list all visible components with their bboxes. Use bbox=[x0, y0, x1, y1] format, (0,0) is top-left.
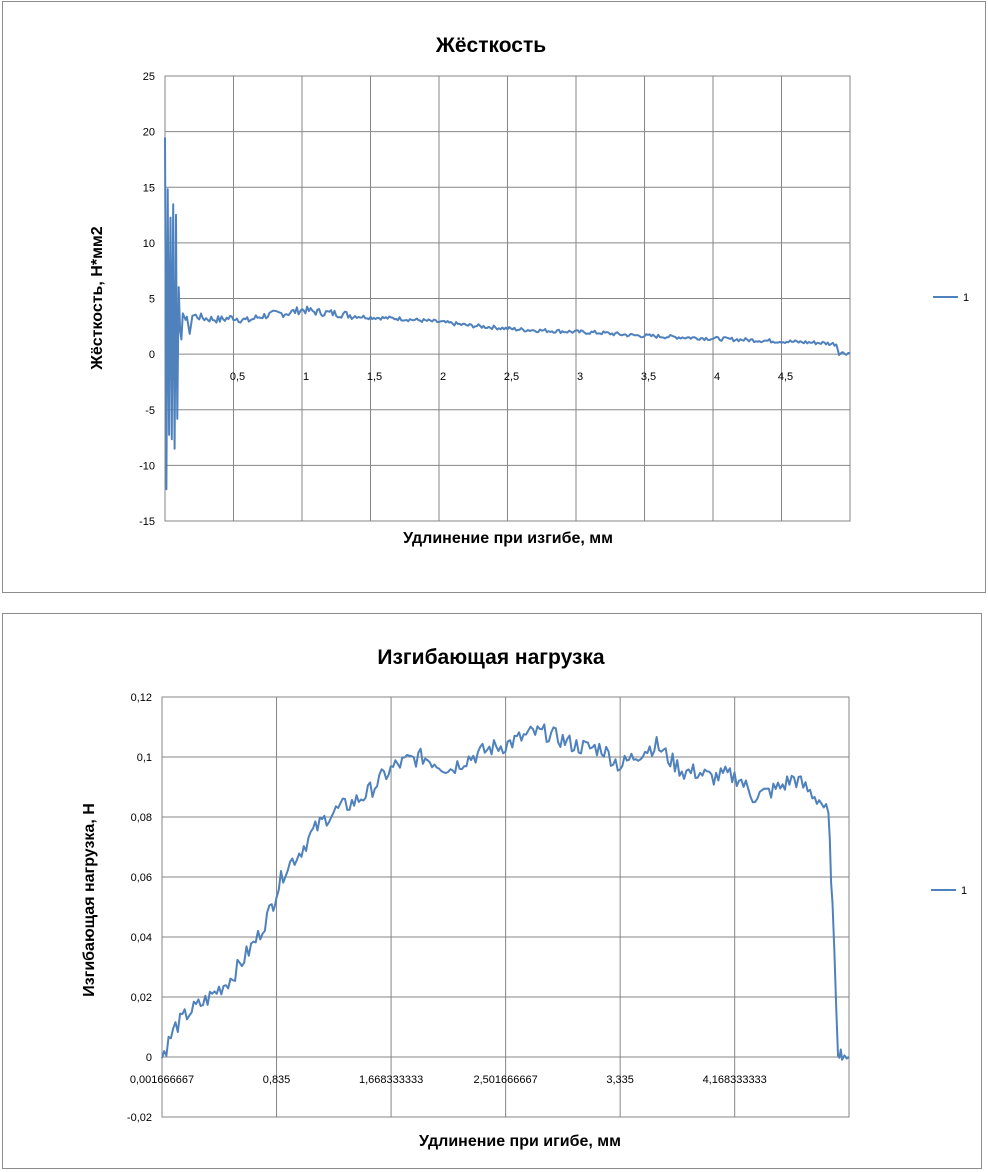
x-tick-label: 4 bbox=[714, 371, 720, 383]
x-tick-label: 1 bbox=[303, 371, 309, 383]
x-tick-label: 4,168333333 bbox=[703, 1074, 767, 1086]
series-group bbox=[164, 137, 850, 491]
x-tick-label: 0,5 bbox=[230, 371, 245, 383]
y-tick-label: -0,02 bbox=[127, 1112, 152, 1124]
gridlines bbox=[161, 696, 849, 1118]
y-tick-label: 5 bbox=[149, 294, 155, 306]
x-tick-label: 2,501666667 bbox=[473, 1074, 537, 1086]
chart-title: Изгибающая нагрузка bbox=[377, 646, 605, 669]
legend: 1 bbox=[931, 885, 967, 897]
y-tick-label: 0,02 bbox=[131, 992, 152, 1004]
x-tick-label: 1,668333333 bbox=[359, 1074, 423, 1086]
legend-label: 1 bbox=[963, 292, 969, 304]
series-group bbox=[161, 723, 850, 1061]
y-tick-label: 0,1 bbox=[137, 752, 152, 764]
y-tick-label: -15 bbox=[139, 516, 155, 528]
x-tick-label: 1,5 bbox=[367, 371, 382, 383]
chart-title: Жёсткость bbox=[435, 34, 546, 57]
x-tick-label: 3,5 bbox=[641, 371, 656, 383]
y-tick-label: 0,04 bbox=[131, 932, 152, 944]
legend-label: 1 bbox=[961, 885, 967, 897]
y-axis-label: Изгибающая нагрузка, Н bbox=[81, 803, 98, 997]
x-axis-label: Удлинение при игибе, мм bbox=[419, 1133, 621, 1150]
x-tick-label: 2 bbox=[440, 371, 446, 383]
x-tick-label: 0,835 bbox=[263, 1074, 291, 1086]
y-tick-labels: -15 -10 -5 0 5 10 15 20 25 bbox=[139, 71, 155, 528]
y-tick-label: 0,12 bbox=[131, 692, 152, 704]
y-axis-label: Жёсткость, Н*мм2 bbox=[89, 226, 106, 370]
y-tick-label: 25 bbox=[143, 71, 155, 83]
gridlines bbox=[164, 75, 850, 522]
x-tick-label: 3,335 bbox=[606, 1074, 634, 1086]
x-tick-label: 2,5 bbox=[504, 371, 519, 383]
x-tick-label: 0,001666667 bbox=[130, 1074, 194, 1086]
y-tick-label: -5 bbox=[145, 405, 155, 417]
y-tick-label: -10 bbox=[139, 460, 155, 472]
chart-bending-load: 0,001666667 0,835 1,668333333 2,501666667 3,… bbox=[81, 646, 967, 1150]
y-tick-label: 10 bbox=[143, 238, 155, 250]
y-tick-label: 0 bbox=[149, 349, 155, 361]
y-tick-label: 20 bbox=[143, 127, 155, 139]
x-tick-labels: 0,001666667 0,835 1,668333333 2,501666667 3,… bbox=[130, 1074, 767, 1086]
y-tick-label: 0,06 bbox=[131, 872, 152, 884]
legend: 1 bbox=[933, 292, 969, 304]
y-tick-labels: -0,02 0 0,02 0,04 0,06 0,08 0,1 0,12 bbox=[127, 692, 152, 1124]
series-line-1 bbox=[161, 723, 850, 1061]
x-axis-label: Удлинение при изгибе, мм bbox=[403, 530, 613, 547]
y-tick-label: 0 bbox=[146, 1052, 152, 1064]
x-tick-label: 3 bbox=[577, 371, 583, 383]
y-tick-label: 15 bbox=[143, 182, 155, 194]
y-tick-label: 0,08 bbox=[131, 812, 152, 824]
x-tick-label: 4,5 bbox=[778, 371, 793, 383]
chart-stiffness: 0 0,5 1 1,5 2 2,5 3 3,5 4 4,5 -15-10-50510152025 … bbox=[89, 34, 969, 547]
series-line-1 bbox=[164, 137, 850, 491]
